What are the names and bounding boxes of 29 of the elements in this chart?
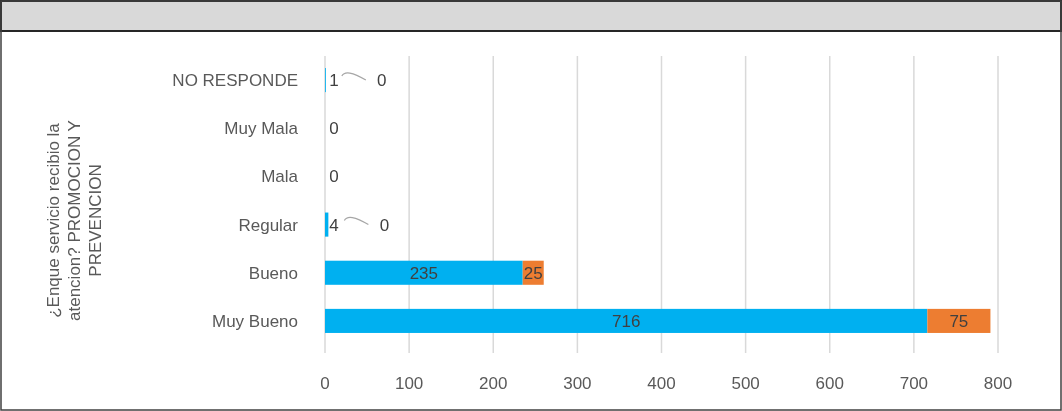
y-tick-label: Muy Bueno — [212, 311, 298, 331]
x-tick-label: 700 — [899, 374, 929, 393]
x-tick-label: 500 — [731, 374, 760, 393]
x-tick-label: 300 — [563, 374, 592, 393]
data-label: 1 — [329, 71, 339, 91]
data-label: 235 — [409, 263, 439, 283]
data-label: 0 — [329, 167, 339, 187]
y-tick-label: NO RESPONDE — [172, 71, 298, 91]
data-label: 4 — [329, 215, 339, 235]
bar — [325, 308, 928, 333]
data-label: 75 — [949, 311, 969, 331]
y-axis-title: ¿Enque servicio recibio la atencion? PROMOCION Y PREVENCION — [44, 120, 105, 321]
y-tick-label: Mala — [261, 167, 299, 187]
bar — [325, 260, 523, 285]
y-tick-label: Regular — [238, 215, 299, 235]
data-label: 716 — [611, 311, 641, 331]
x-tick-label: 200 — [479, 374, 508, 393]
y-tick-label: Bueno — [248, 263, 298, 283]
data-label: 0 — [379, 215, 390, 235]
data-label: 0 — [329, 119, 339, 139]
x-tick-label: 400 — [647, 374, 676, 393]
y-tick-label: Muy Mala — [224, 119, 299, 139]
data-label: 0 — [377, 71, 387, 91]
x-tick-label: 800 — [983, 374, 1013, 393]
bar — [927, 308, 991, 333]
x-tick-label: 600 — [815, 374, 844, 393]
x-tick-label: 0 — [320, 374, 330, 393]
data-label: 25 — [523, 263, 543, 283]
x-tick-label: 100 — [394, 374, 424, 393]
